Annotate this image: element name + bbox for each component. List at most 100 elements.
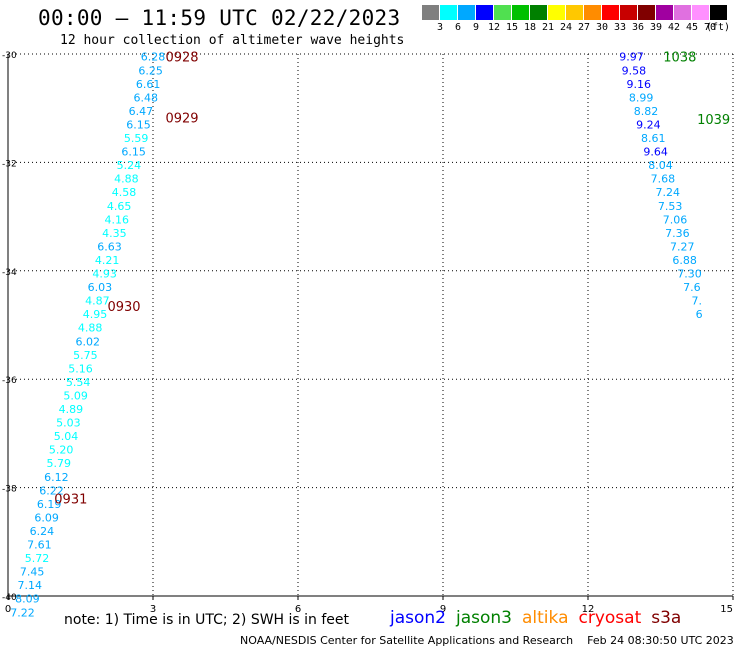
mission-label: s3a — [651, 608, 682, 628]
legend-swatch — [674, 5, 691, 20]
legend-swatch — [620, 5, 637, 20]
swh-value-label: 8.82 — [634, 105, 659, 118]
swh-value-label: 8.99 — [629, 91, 654, 104]
swh-value-label: 7.36 — [665, 227, 690, 240]
swh-value-label: 6.28 — [141, 51, 166, 64]
swh-value-label: 5.79 — [47, 457, 72, 470]
swh-value-label: 6.15 — [126, 118, 151, 131]
legend-swatch — [422, 5, 439, 20]
swh-value-label: 4.89 — [59, 403, 84, 416]
swh-value-label: 5.59 — [124, 132, 149, 145]
swh-value-label: 5.03 — [56, 417, 81, 430]
legend-swatch — [530, 5, 547, 20]
legend-swatch — [440, 5, 457, 20]
swh-value-label: 4.88 — [114, 173, 139, 186]
x-tick-label: 6 — [295, 604, 301, 615]
swh-value-label: 7.6 — [683, 281, 701, 294]
swh-value-label: 6.25 — [138, 64, 163, 77]
swh-value-label: 7.45 — [20, 566, 45, 579]
swh-value-label: 5.75 — [73, 349, 98, 362]
swh-value-label: 6.61 — [136, 78, 161, 91]
legend-label: 45 — [685, 22, 699, 33]
x-tick-label: 3 — [150, 604, 156, 615]
legend-swatch — [476, 5, 493, 20]
legend-swatch — [602, 5, 619, 20]
swh-value-label: 9.16 — [627, 78, 652, 91]
track-time-label: 1038 — [663, 51, 696, 66]
swh-value-label: 6.15 — [121, 146, 146, 159]
legend-label: 36 — [631, 22, 645, 33]
swh-value-label: 5.04 — [54, 430, 79, 443]
swh-value-label: 4.87 — [85, 295, 110, 308]
swh-value-label: 7.53 — [658, 200, 683, 213]
legend-swatch — [692, 5, 709, 20]
swh-value-label: 6.19 — [37, 498, 62, 511]
x-tick-label: 15 — [720, 604, 733, 615]
swh-value-label: 9.97 — [619, 51, 644, 64]
legend-label: 27 — [577, 22, 591, 33]
mission-label: altika — [522, 608, 569, 628]
legend-swatch — [656, 5, 673, 20]
swh-value-label: 7. — [692, 295, 703, 308]
chart-title: 00:00 – 11:59 UTC 02/22/2023 — [38, 6, 401, 30]
swh-value-label: 4.16 — [105, 213, 130, 226]
swh-value-label: 8.61 — [641, 132, 666, 145]
swh-value-label: 9.24 — [636, 118, 661, 131]
swh-value-label: 6.02 — [76, 335, 101, 348]
swh-value-label: 5.09 — [63, 389, 88, 402]
track-time-label: 0930 — [107, 300, 140, 315]
swh-value-label: 5.54 — [66, 376, 91, 389]
swh-value-label: 6.47 — [129, 105, 154, 118]
swh-value-label: 7.30 — [677, 268, 702, 281]
legend-label: 15 — [505, 22, 519, 33]
legend-swatch — [638, 5, 655, 20]
y-tick-label: -36 — [2, 376, 17, 386]
swh-value-label: 5.20 — [49, 444, 74, 457]
y-tick-label: -40 — [2, 593, 17, 603]
swh-value-label: 6.09 — [34, 511, 59, 524]
legend-swatch — [584, 5, 601, 20]
footer-credit: NOAA/NESDIS Center for Satellite Applica… — [240, 634, 734, 647]
legend-swatch — [458, 5, 475, 20]
mission-label: cryosat — [578, 608, 642, 628]
track-time-label: 0931 — [54, 492, 87, 507]
swh-value-label: 9.58 — [622, 64, 647, 77]
y-tick-label: -30 — [2, 51, 17, 61]
swh-value-label: 6.03 — [88, 281, 113, 294]
swh-value-label: 4.35 — [102, 227, 127, 240]
swh-value-label: 4.65 — [107, 200, 132, 213]
swh-value-label: 5.16 — [68, 362, 93, 375]
swh-value-label: 4.93 — [92, 268, 117, 281]
y-tick-label: -32 — [2, 159, 17, 169]
swh-value-label: 8.09 — [15, 593, 40, 606]
swh-value-label: 7.14 — [18, 579, 43, 592]
swh-value-label: 7.27 — [670, 240, 695, 253]
legend-label: 24 — [559, 22, 573, 33]
legend-swatch — [548, 5, 565, 20]
swh-value-label: 5.72 — [25, 552, 50, 565]
swh-value-label: 8.04 — [648, 159, 673, 172]
legend-unit-label: (ft) — [706, 22, 731, 33]
track-time-label: 0929 — [165, 111, 198, 126]
legend-swatch — [494, 5, 511, 20]
swh-value-label: 7.61 — [27, 539, 52, 552]
legend-label: 21 — [541, 22, 555, 33]
swh-value-label: 6 — [696, 308, 703, 321]
x-tick-label: 12 — [582, 604, 595, 615]
swh-value-label: 4.95 — [83, 308, 108, 321]
swh-value-label: 7.24 — [656, 186, 681, 199]
legend-swatch — [566, 5, 583, 20]
legend-label: 3 — [436, 22, 444, 33]
legend-label: 12 — [487, 22, 501, 33]
swh-value-label: 6.24 — [30, 525, 55, 538]
swh-value-label: 4.88 — [78, 322, 103, 335]
swh-value-label: 7.22 — [10, 606, 35, 619]
swh-value-label: 7.68 — [651, 173, 676, 186]
legend-label: 30 — [595, 22, 609, 33]
legend-label: 6 — [454, 22, 462, 33]
swh-value-label: 6.48 — [134, 91, 159, 104]
legend-swatch — [512, 5, 529, 20]
legend-label: 9 — [472, 22, 480, 33]
swh-value-label: 6.63 — [97, 240, 122, 253]
swh-value-label: 4.21 — [95, 254, 120, 267]
